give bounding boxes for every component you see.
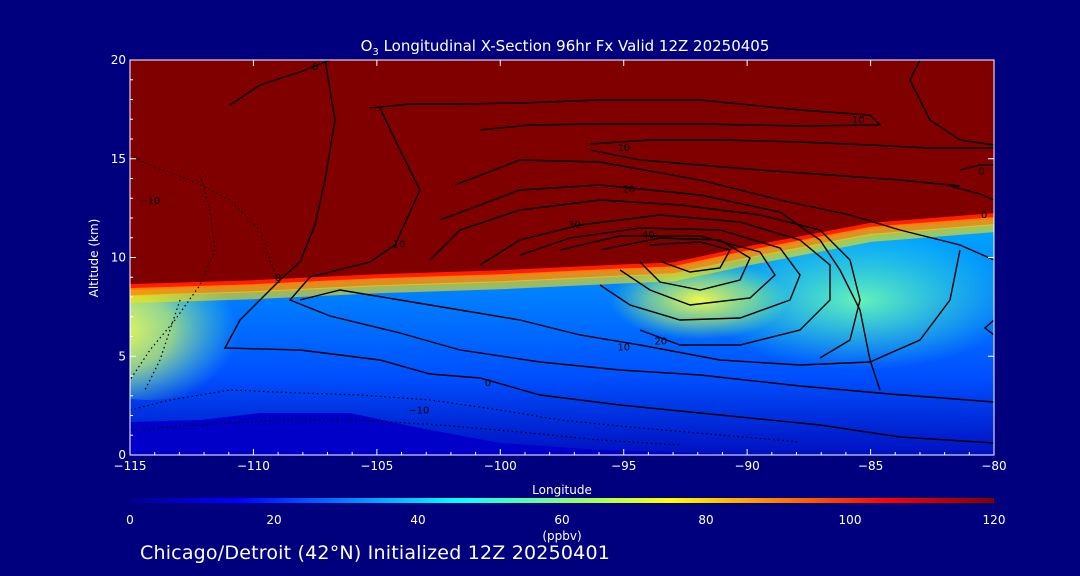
y-axis-label: Altitude (km) — [87, 219, 101, 298]
tropopause-edge-red — [130, 213, 994, 291]
x-tick-label: −105 — [360, 459, 393, 473]
x-tick-label: −95 — [611, 459, 636, 473]
contour-label: 30 — [568, 220, 581, 231]
y-tick-label: 0 — [118, 448, 126, 462]
x-tick-label: −80 — [981, 459, 1006, 473]
contour-label: 40 — [642, 230, 655, 241]
contour-label: 0 — [981, 210, 987, 221]
contour-label: 0 — [312, 62, 318, 73]
contour-line — [299, 249, 961, 366]
colorbar-tick-label: 80 — [698, 513, 713, 527]
contour-line — [589, 139, 994, 149]
colorbar-ticks: 0 20 40 60 80 100 120 — [126, 513, 1005, 527]
contour-line — [909, 60, 994, 146]
contour-label: −10 — [408, 406, 429, 417]
colorbar-tick-label: 20 — [266, 513, 281, 527]
contour-line — [983, 319, 994, 336]
contour-label: 10 — [617, 143, 630, 154]
contour-lines — [223, 60, 994, 444]
high-ozone-blob — [700, 230, 994, 370]
contour-label: 10 — [852, 115, 865, 126]
y-tick-label: 10 — [111, 251, 126, 265]
y-tick-label: 15 — [111, 152, 126, 166]
tropopause-edge-yellow — [130, 224, 994, 304]
contour-line — [223, 60, 994, 444]
contour-label: 20 — [654, 336, 667, 347]
contour-label: 0 — [485, 378, 491, 389]
contour-line — [949, 185, 994, 201]
contour-label: −10 — [139, 196, 160, 207]
contour-label: 0 — [275, 273, 281, 284]
contour-line — [519, 227, 801, 321]
contour-line — [589, 149, 961, 187]
colorbar-tick-label: 120 — [983, 513, 1006, 527]
y-tick-label: 20 — [111, 53, 126, 67]
contour-line — [599, 237, 751, 291]
dotted-contours — [130, 154, 801, 446]
x-axis: −115 −110 −105 −100 −95 −90 −85 −80 — [114, 60, 1007, 473]
x-tick-label: −100 — [484, 459, 517, 473]
colorbar-tick-label: 60 — [554, 513, 569, 527]
dotted-contour-line — [130, 419, 681, 446]
contour-line — [479, 214, 831, 346]
colorbar — [130, 498, 994, 503]
contour-labels: 0 −10 0 10 10 10 20 30 40 20 10 0 −10 0 0 — [139, 62, 987, 417]
colorbar-tick-label: 100 — [839, 513, 862, 527]
boundary-layer-fill — [130, 413, 994, 455]
colorbar-tick-label: 40 — [410, 513, 425, 527]
contour-label: 20 — [622, 184, 635, 195]
contour-label: 10 — [617, 342, 630, 353]
colorbar-tick-label: 0 — [126, 513, 134, 527]
dotted-contour-line — [130, 174, 216, 381]
x-tick-label: −85 — [858, 459, 883, 473]
contour-label: 0 — [978, 167, 984, 178]
plot-field: 0 −10 0 10 10 10 20 30 40 20 10 0 −10 0 0 — [130, 60, 994, 455]
dotted-contour-line — [130, 389, 801, 443]
contour-label: 10 — [393, 240, 406, 251]
contour-line — [429, 199, 861, 359]
chart-title: O3 Longitudinal X-Section 96hr Fx Valid … — [361, 37, 770, 58]
contour-line — [369, 99, 882, 131]
colorbar-label: (ppbv) — [542, 529, 581, 543]
x-tick-label: −115 — [114, 459, 147, 473]
contour-line — [288, 107, 994, 403]
y-tick-label: 5 — [118, 349, 126, 363]
contour-line — [559, 235, 776, 306]
y-axis: 0 5 10 15 20 — [111, 53, 994, 462]
x-tick-label: −110 — [237, 459, 270, 473]
contour-line — [959, 164, 994, 171]
x-axis-label: Longitude — [532, 483, 592, 497]
contour-line — [439, 184, 881, 391]
x-tick-label: −90 — [734, 459, 759, 473]
footer-caption: Chicago/Detroit (42°N) Initialized 12Z 2… — [140, 542, 611, 564]
contour-line — [454, 159, 994, 261]
contour-line — [649, 241, 732, 273]
contour-line — [229, 60, 331, 106]
stratosphere-fill — [130, 60, 994, 286]
